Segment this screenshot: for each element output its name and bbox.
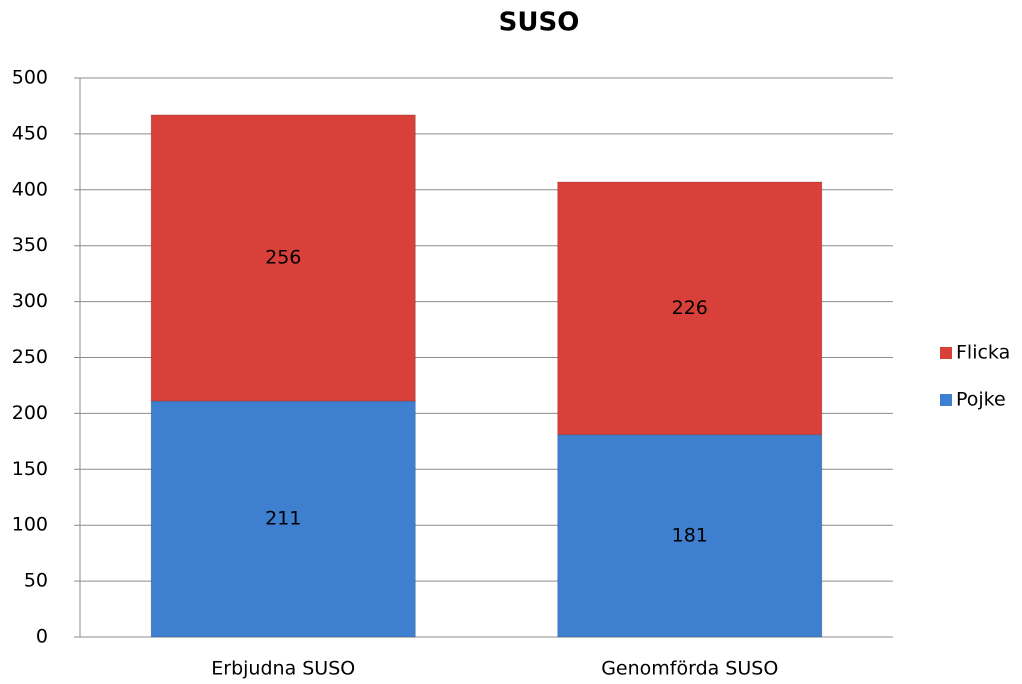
y-tick-label: 50 [24, 570, 48, 592]
legend-label: Flicka [956, 342, 1010, 364]
y-tick-label: 200 [12, 402, 48, 424]
y-tick-label: 450 [12, 122, 48, 144]
y-tick-label: 250 [12, 346, 48, 368]
chart-title: SUSO [499, 8, 580, 38]
y-tick-label: 150 [12, 458, 48, 480]
y-tick-label: 0 [36, 626, 48, 648]
x-tick-label: Genomförda SUSO [601, 658, 778, 680]
x-tick-label: Erbjudna SUSO [211, 658, 355, 680]
y-tick-label: 400 [12, 178, 48, 200]
y-tick-label: 350 [12, 234, 48, 256]
bar-segment [557, 181, 823, 436]
data-label: 226 [672, 297, 708, 319]
bar-segment [150, 114, 416, 402]
y-tick-label: 500 [12, 67, 48, 89]
data-label: 211 [265, 508, 301, 530]
data-label: 181 [672, 524, 708, 546]
legend-swatch [940, 347, 952, 359]
legend-swatch [940, 394, 952, 406]
legend-label: Pojke [956, 389, 1006, 411]
y-tick-label: 300 [12, 290, 48, 312]
y-tick-label: 100 [12, 514, 48, 536]
data-label: 256 [265, 246, 301, 268]
bar-segment [150, 400, 416, 638]
